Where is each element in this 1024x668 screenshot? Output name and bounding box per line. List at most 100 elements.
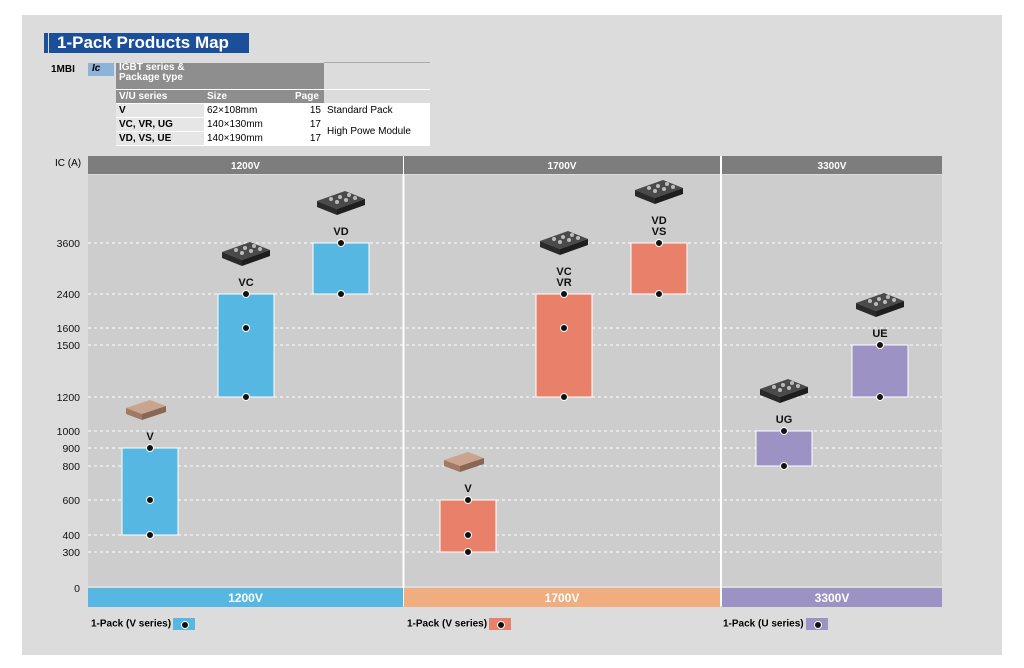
module-terminal-icon	[877, 297, 881, 301]
y-tick-label: 2400	[57, 289, 81, 301]
module-terminal-icon	[662, 187, 666, 191]
table-cell: 140×190mm	[204, 131, 292, 146]
legend-swatch	[805, 618, 828, 630]
module-terminal-icon	[243, 246, 247, 250]
table-header-vu: V/U series	[116, 89, 204, 104]
module-terminal-icon	[552, 237, 556, 241]
data-point	[242, 324, 250, 332]
module-icon	[460, 458, 484, 472]
module-terminal-icon	[653, 189, 657, 193]
table-row: V 62×108mm 15 Standard Pack	[116, 103, 430, 118]
table-header-page: Page	[292, 89, 324, 104]
bar-label: V	[464, 483, 472, 495]
table-header-blank	[292, 62, 324, 90]
table-header-blank	[324, 62, 430, 90]
data-point	[655, 239, 663, 247]
module-icon	[337, 199, 365, 215]
module-terminal-icon	[347, 193, 351, 197]
range-bar	[851, 344, 909, 398]
module-terminal-icon	[344, 198, 348, 202]
module-icon	[444, 452, 484, 466]
range-bar	[755, 430, 813, 467]
bar-label: VD	[333, 226, 348, 238]
module-icon	[540, 241, 560, 255]
legend-label: 1-Pack (V series)	[91, 618, 172, 630]
module-terminal-icon	[778, 388, 782, 392]
table-cell: V	[116, 103, 204, 118]
module-terminal-icon	[567, 238, 571, 242]
data-point	[337, 239, 345, 247]
module-icon	[142, 406, 166, 420]
legend-label: 1-Pack (U series)	[723, 618, 804, 630]
top-section-bar	[88, 156, 403, 174]
y-tick-label: 800	[62, 461, 80, 473]
module-icon	[856, 303, 876, 317]
ic-label: Ic	[88, 63, 114, 76]
y-tick-label: 1500	[57, 340, 81, 352]
module-terminal-icon	[249, 249, 253, 253]
legend-item: 1-Pack (V series)	[407, 618, 512, 630]
table-header-series-type: IGBT series & Package type	[116, 62, 204, 90]
module-terminal-icon	[647, 186, 651, 190]
data-point	[464, 531, 472, 539]
y-tick-label: 1200	[57, 392, 81, 404]
table-cell: VD, VS, UE	[116, 131, 204, 146]
table-cell: 15	[292, 103, 324, 118]
module-icon	[635, 190, 655, 204]
module-icon	[760, 379, 808, 397]
top-section-label: 1700V	[548, 161, 577, 172]
table-cell: 17	[292, 117, 324, 132]
data-point	[242, 393, 250, 401]
module-terminal-icon	[874, 302, 878, 306]
top-section-bar	[404, 156, 720, 174]
module-icon	[126, 400, 166, 414]
module-terminal-icon	[558, 240, 562, 244]
module-terminal-icon	[338, 195, 342, 199]
legend-label: 1-Pack (V series)	[407, 618, 488, 630]
module-terminal-icon	[772, 385, 776, 389]
bottom-section-label: 1200V	[228, 591, 263, 605]
legend-dot-icon	[497, 621, 506, 629]
module-terminal-icon	[576, 236, 580, 240]
bar-label: V	[146, 431, 154, 443]
data-point	[655, 290, 663, 298]
table-cell: 140×130mm	[204, 117, 292, 132]
table-cell: Standard Pack	[324, 103, 430, 118]
module-terminal-icon	[561, 235, 565, 239]
module-icon	[317, 201, 337, 215]
module-terminal-icon	[883, 300, 887, 304]
data-point	[146, 444, 154, 452]
bar-label: VR	[556, 277, 571, 289]
module-terminal-icon	[781, 383, 785, 387]
module-icon	[540, 231, 588, 249]
y-tick-label: 1000	[57, 426, 81, 438]
top-section-label: 1200V	[231, 161, 260, 172]
module-terminal-icon	[790, 381, 794, 385]
module-terminal-icon	[656, 184, 660, 188]
table-row: VC, VR, UG 140×130mm 17 High Powe Module	[116, 117, 430, 146]
table-cell: VC, VR, UG	[116, 117, 204, 132]
bar-label: VC	[556, 266, 571, 278]
module-icon	[560, 239, 588, 255]
range-bar	[217, 293, 275, 398]
range-bar	[630, 242, 688, 295]
bottom-section-label: 3300V	[815, 591, 850, 605]
legend-item: 1-Pack (V series)	[91, 618, 196, 630]
module-terminal-icon	[886, 295, 890, 299]
series-table: IGBT series & Package type V/U series Si…	[116, 62, 430, 146]
legend-item: 1-Pack (U series)	[723, 618, 828, 630]
module-icon	[760, 389, 780, 403]
module-terminal-icon	[353, 196, 357, 200]
legend-dot-icon	[813, 621, 822, 629]
range-bar	[312, 242, 370, 295]
module-icon	[242, 250, 270, 266]
bottom-section-bar	[88, 588, 403, 607]
y-tick-label: 0	[74, 583, 80, 595]
bottom-section-label: 1700V	[545, 591, 580, 605]
range-bar	[535, 293, 593, 398]
y-axis-label-text: IC (A)	[55, 158, 82, 169]
y-axis-label: IC (A)	[55, 158, 81, 169]
y-tick-label: 300	[62, 547, 80, 559]
bottom-section-bar	[404, 588, 720, 607]
legend-swatch	[489, 618, 512, 630]
